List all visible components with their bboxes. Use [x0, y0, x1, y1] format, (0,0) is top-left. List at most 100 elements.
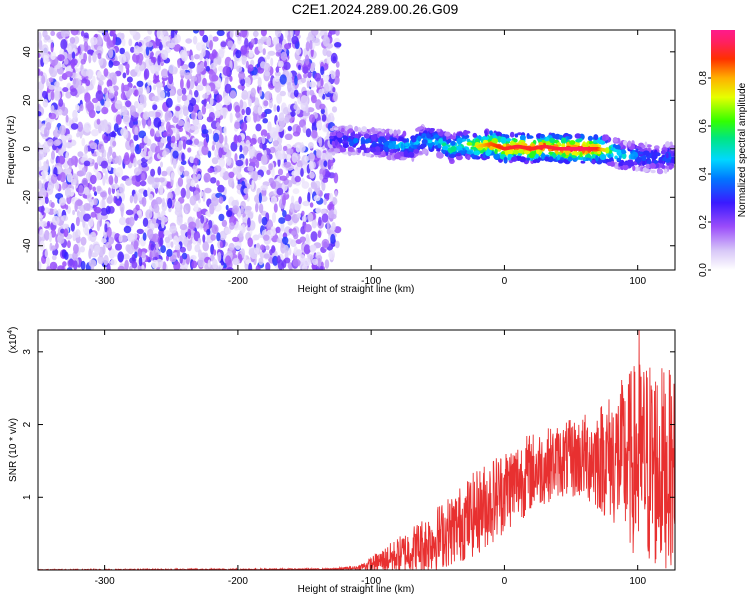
noise-cell: [166, 128, 173, 137]
noise-cell: [313, 195, 321, 202]
noise-cell: [133, 134, 139, 141]
signal-cell: [482, 135, 490, 141]
noise-cell: [62, 87, 69, 93]
noise-cell: [218, 49, 225, 59]
noise-cell: [270, 226, 277, 237]
noise-cell: [75, 104, 80, 111]
noise-cell: [211, 224, 219, 235]
signal-cell: [379, 137, 383, 141]
signal-cell: [514, 133, 519, 138]
noise-cell: [201, 48, 206, 58]
noise-cell: [120, 91, 127, 101]
noise-cell: [266, 169, 271, 176]
noise-cell: [276, 105, 280, 113]
noise-cell: [287, 125, 292, 132]
noise-cell: [329, 192, 334, 202]
signal-cell: [436, 151, 441, 158]
noise-cell: [240, 78, 246, 87]
noise-cell: [89, 231, 97, 243]
noise-cell: [287, 81, 292, 93]
snr-x-label: Height of straight line (km): [298, 584, 415, 595]
noise-cell: [139, 94, 147, 105]
noise-cell: [211, 196, 219, 207]
signal-cell: [544, 156, 549, 162]
noise-cell: [250, 137, 257, 145]
noise-cell: [142, 117, 146, 129]
noise-cell: [110, 259, 118, 266]
noise-cell: [146, 85, 150, 95]
noise-cell: [62, 261, 67, 267]
noise-cell: [202, 34, 209, 43]
noise-cell: [203, 98, 207, 107]
noise-cell: [202, 234, 206, 243]
noise-cell: [119, 183, 125, 194]
noise-cell: [304, 54, 310, 66]
noise-cell: [181, 64, 189, 70]
noise-cell: [38, 103, 41, 109]
noise-cell: [70, 123, 79, 130]
signal-cell: [333, 127, 339, 131]
noise-cell: [133, 167, 141, 176]
signal-cell: [400, 157, 407, 161]
noise-cell: [112, 60, 120, 66]
noise-cell: [91, 129, 99, 137]
noise-cell: [207, 150, 212, 158]
signal-cell: [596, 139, 602, 144]
noise-cell: [202, 190, 206, 202]
signal-cell: [661, 165, 665, 169]
noise-cell: [120, 127, 128, 136]
noise-cell: [335, 61, 340, 68]
noise-cell: [315, 265, 324, 270]
noise-cell: [210, 177, 217, 184]
noise-cell: [216, 30, 225, 37]
noise-cell: [253, 247, 260, 255]
noise-cell: [205, 65, 210, 72]
noise-cell: [94, 206, 102, 214]
colorbar-scale: [711, 30, 735, 270]
noise-cell: [93, 198, 98, 206]
noise-cell: [213, 89, 219, 95]
signal-cell: [436, 128, 441, 133]
noise-cell: [94, 102, 102, 112]
noise-cell: [92, 75, 96, 86]
signal-cell: [579, 156, 583, 161]
noise-cell: [108, 248, 116, 259]
signal-cell: [606, 161, 614, 166]
noise-cell: [119, 47, 125, 55]
noise-cell: [291, 230, 297, 236]
noise-cell: [284, 214, 292, 222]
noise-cell: [322, 75, 329, 83]
noise-cell: [232, 236, 240, 242]
noise-cell: [258, 203, 264, 214]
signal-cell: [575, 138, 582, 143]
noise-cell: [217, 56, 222, 66]
noise-cell: [223, 126, 227, 135]
y-tick-label: 2: [22, 421, 33, 427]
noise-cell: [107, 194, 113, 204]
signal-cell: [621, 149, 626, 155]
noise-cell: [190, 125, 199, 131]
signal-cell: [390, 137, 398, 142]
noise-cell: [278, 143, 283, 152]
noise-cell: [154, 111, 161, 118]
noise-cell: [326, 131, 330, 140]
noise-cell: [335, 30, 340, 36]
noise-cell: [275, 226, 281, 234]
noise-cell: [66, 172, 73, 183]
noise-cell: [181, 94, 188, 102]
noise-cell: [89, 142, 98, 150]
noise-cell: [65, 142, 73, 149]
signal-cell: [540, 152, 546, 160]
noise-cell: [110, 30, 116, 36]
signal-cell: [633, 155, 637, 160]
signal-cell: [653, 152, 658, 159]
noise-cell: [129, 195, 134, 204]
signal-cell: [444, 152, 448, 157]
noise-cell: [286, 148, 294, 155]
noise-cell: [299, 236, 306, 243]
signal-cell: [507, 153, 512, 161]
noise-cell: [83, 160, 91, 167]
noise-cell: [292, 131, 300, 137]
noise-cell: [293, 103, 299, 110]
